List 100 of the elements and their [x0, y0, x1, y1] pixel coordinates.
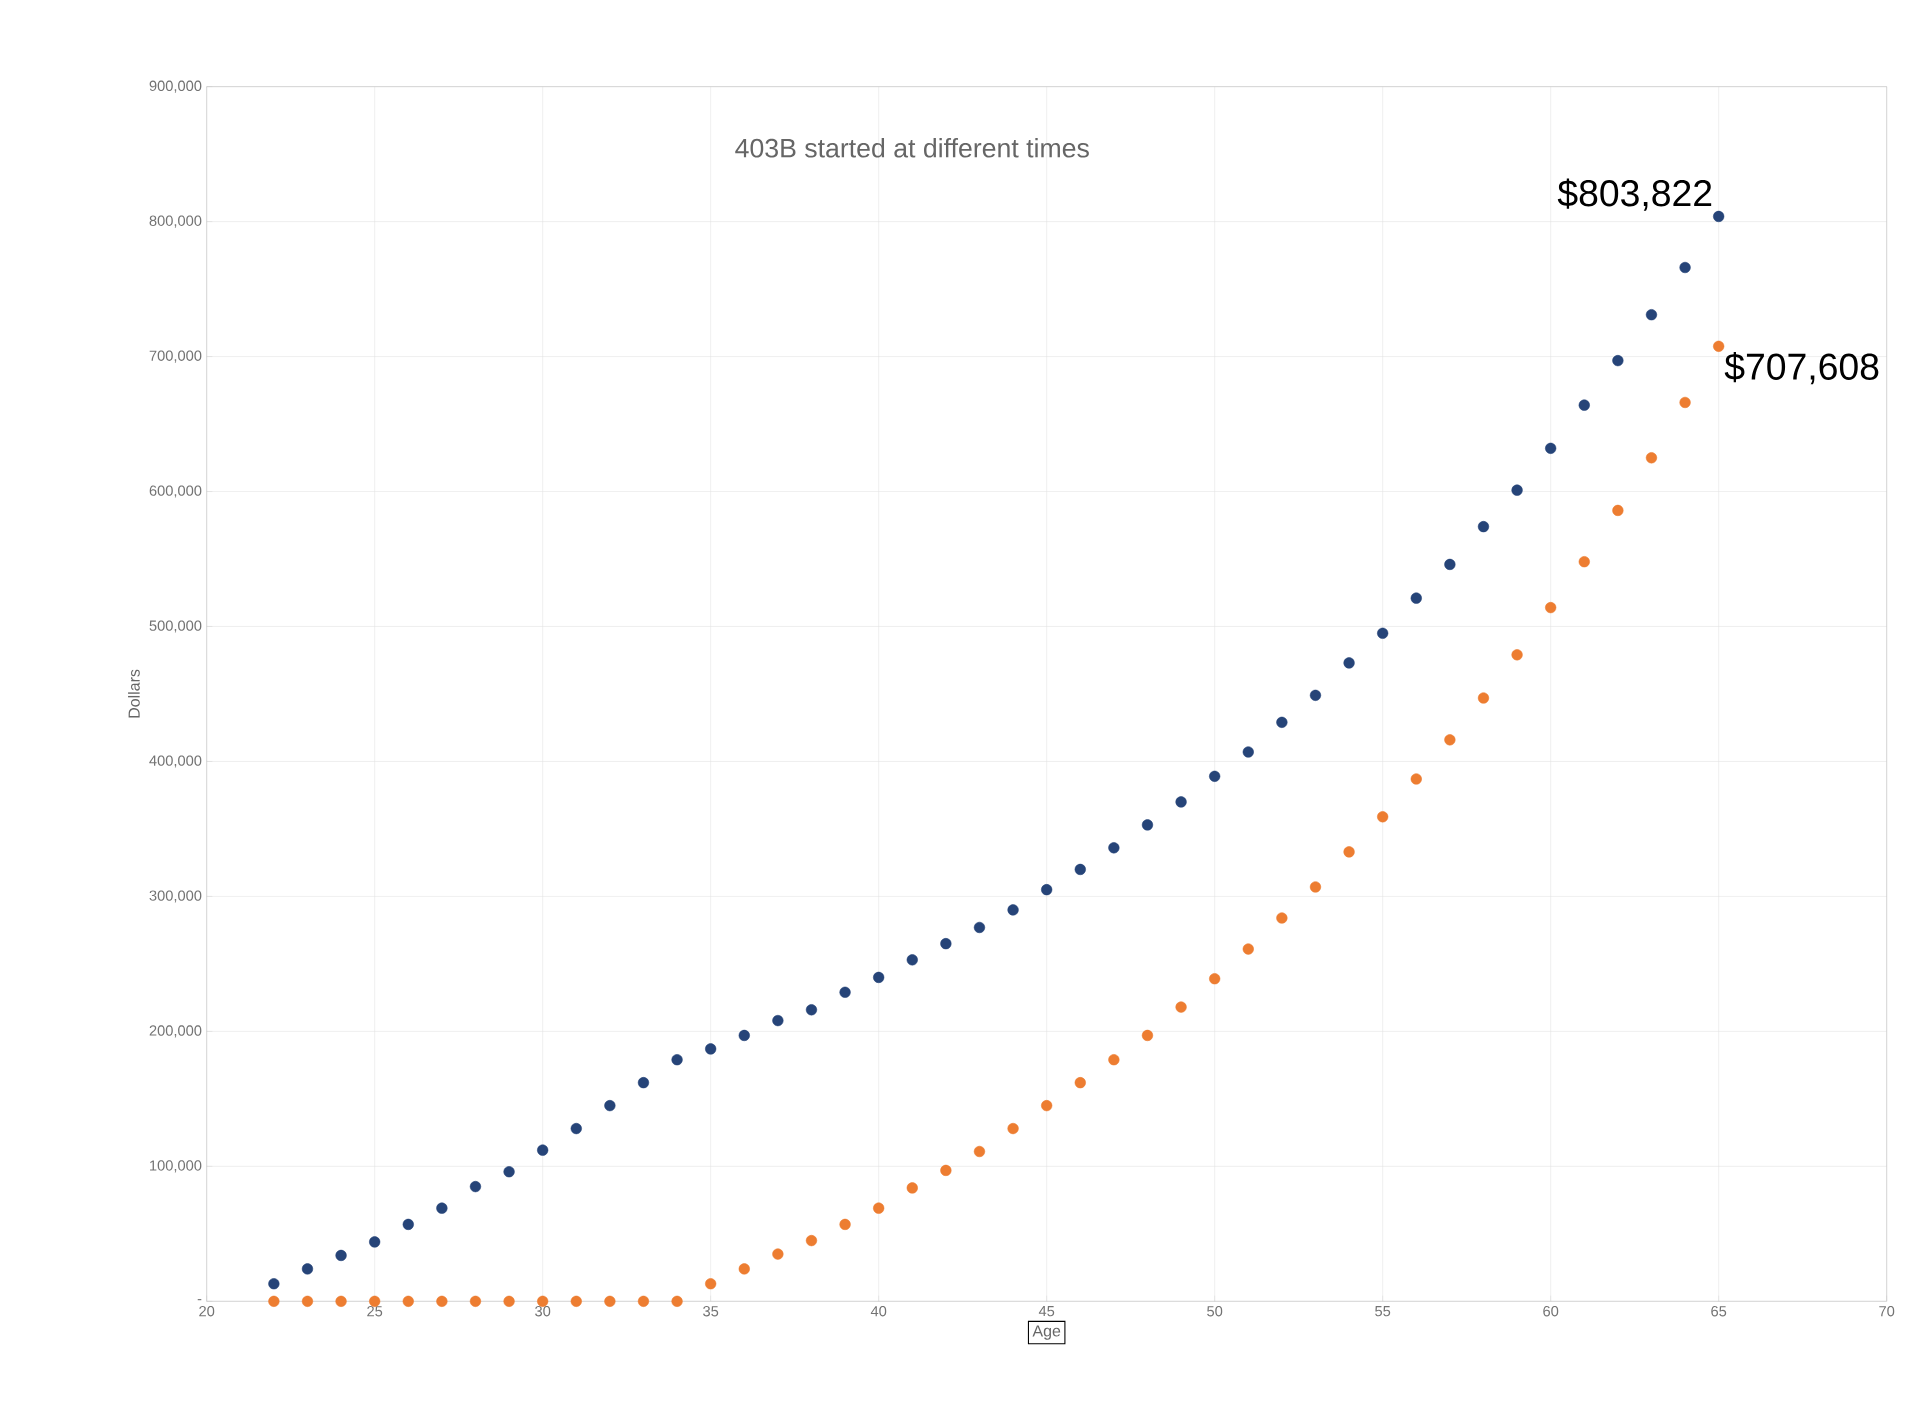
y-tick-label: -	[197, 1299, 202, 1301]
annotation: $707,608	[1724, 351, 1879, 385]
point	[402, 1218, 414, 1230]
x-axis-title: Age	[1032, 1325, 1061, 1340]
point	[1007, 904, 1019, 916]
point	[570, 1295, 582, 1307]
y-tick-label: 600,000	[149, 485, 202, 498]
point	[537, 1144, 549, 1156]
point	[1377, 811, 1389, 823]
y-tick-label: 800,000	[149, 215, 202, 228]
point	[839, 1218, 851, 1230]
point	[369, 1295, 381, 1307]
text: 403B started at different times	[735, 138, 1089, 158]
point	[1108, 842, 1120, 854]
y-tick-label: 200,000	[149, 1025, 202, 1038]
point	[301, 1295, 314, 1307]
point	[1511, 484, 1523, 496]
point	[537, 1295, 549, 1307]
point	[1242, 746, 1254, 758]
point	[637, 1077, 650, 1089]
point	[1007, 1122, 1019, 1135]
point	[402, 1295, 414, 1307]
point	[335, 1249, 347, 1262]
point	[1276, 716, 1288, 728]
point	[772, 1014, 784, 1027]
y-tick-label: 700,000	[149, 350, 202, 363]
point	[873, 1202, 885, 1214]
x-tick-label: 70	[1879, 1306, 1895, 1317]
point	[570, 1122, 582, 1135]
point	[705, 1043, 717, 1055]
point	[1679, 261, 1691, 274]
point	[604, 1100, 616, 1112]
point	[1545, 442, 1557, 454]
point	[906, 1182, 918, 1194]
point	[604, 1295, 616, 1307]
point	[1041, 1100, 1053, 1112]
annotation: $803,822	[1557, 178, 1712, 211]
point	[1410, 592, 1422, 604]
point	[1679, 396, 1691, 409]
x-tick-label: 65	[1711, 1306, 1727, 1317]
point	[369, 1236, 381, 1248]
point	[738, 1029, 750, 1042]
point	[671, 1295, 683, 1307]
point	[1713, 210, 1725, 223]
point	[1175, 796, 1187, 808]
point	[1410, 773, 1422, 785]
point	[1309, 881, 1322, 893]
point	[268, 1278, 280, 1290]
point	[1511, 649, 1523, 661]
point	[335, 1295, 347, 1307]
point	[1175, 1001, 1187, 1013]
point	[1276, 912, 1288, 924]
x-tick-label: 30	[535, 1306, 551, 1317]
x-tick-label: 20	[199, 1306, 215, 1317]
x-tick-label: 45	[1038, 1306, 1055, 1317]
point	[436, 1295, 448, 1307]
point	[301, 1263, 314, 1275]
point	[1209, 770, 1221, 782]
point	[1377, 627, 1389, 639]
point	[1477, 521, 1490, 533]
point	[436, 1202, 448, 1214]
point	[1645, 309, 1658, 321]
point	[671, 1054, 683, 1066]
point	[1444, 558, 1456, 571]
point	[469, 1180, 482, 1193]
x-tick-label: 25	[367, 1306, 383, 1317]
point	[772, 1248, 784, 1260]
point	[1041, 884, 1053, 896]
point	[1141, 1029, 1154, 1042]
point	[1343, 846, 1355, 858]
y-tick-label: 400,000	[149, 755, 202, 768]
point	[705, 1278, 717, 1290]
x-tick-label: 50	[1207, 1306, 1223, 1317]
point	[1074, 863, 1086, 876]
point	[805, 1004, 818, 1016]
y-tick-label: 500,000	[149, 620, 202, 633]
point	[1645, 452, 1658, 464]
x-tick-label: 55	[1375, 1306, 1391, 1317]
point	[1444, 734, 1456, 746]
point	[469, 1295, 482, 1307]
point	[1141, 819, 1154, 831]
point	[973, 921, 986, 934]
point	[1477, 692, 1490, 704]
point	[1578, 556, 1590, 568]
y-tick-label: 900,000	[149, 80, 202, 93]
point	[805, 1234, 818, 1247]
point	[906, 954, 918, 966]
y-tick-label: 100,000	[150, 1160, 202, 1173]
point	[503, 1295, 515, 1307]
x-tick-label: 60	[1543, 1306, 1559, 1317]
point	[268, 1295, 280, 1307]
point	[1343, 657, 1355, 669]
point	[738, 1263, 750, 1275]
point	[1545, 602, 1557, 614]
point	[1108, 1054, 1120, 1066]
point	[1209, 973, 1221, 985]
point	[1612, 504, 1624, 517]
point	[940, 1164, 952, 1176]
point	[1612, 355, 1624, 367]
point	[1309, 689, 1322, 701]
